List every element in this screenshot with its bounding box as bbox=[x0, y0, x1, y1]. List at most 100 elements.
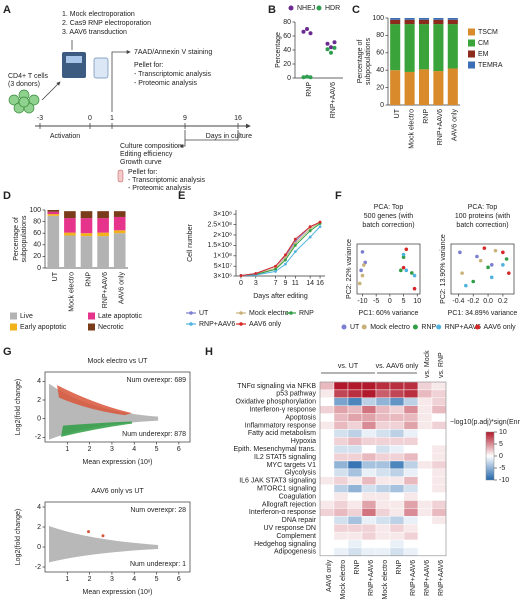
colorbar-tick-label: 0 bbox=[499, 453, 503, 460]
heat-cell bbox=[333, 429, 349, 438]
panel-label: B bbox=[268, 4, 276, 16]
heat-cell bbox=[347, 445, 363, 454]
heat-cell bbox=[417, 524, 433, 533]
heat-cell bbox=[403, 476, 419, 485]
chart-title: Mock electro vs UT bbox=[88, 358, 149, 365]
heat-cell bbox=[319, 445, 335, 454]
row-label: TNFα signaling via NFKB bbox=[237, 383, 316, 390]
x-tick-label: 16 bbox=[316, 280, 324, 287]
x-tick-label: RNP+AAV6 bbox=[102, 272, 109, 308]
legend-swatch bbox=[88, 323, 95, 331]
heat-cell bbox=[403, 524, 419, 533]
legend-label: TEMRA bbox=[478, 62, 503, 69]
legend-marker bbox=[475, 324, 480, 330]
data-point bbox=[489, 275, 494, 280]
heat-cell bbox=[403, 531, 419, 541]
heat-cell bbox=[319, 429, 335, 438]
bar-segment bbox=[447, 68, 458, 105]
x-tick-label: -0.4 bbox=[452, 298, 464, 305]
heat-cell bbox=[333, 405, 349, 414]
heat-cell bbox=[333, 397, 349, 406]
heat-cell bbox=[403, 539, 419, 549]
data-point bbox=[301, 75, 306, 80]
heat-cell bbox=[361, 437, 377, 446]
data-point bbox=[293, 243, 297, 247]
data-point bbox=[274, 264, 277, 268]
heat-cell bbox=[375, 516, 391, 525]
note-text: - Transcriptomic analysis bbox=[128, 177, 206, 184]
chart-title: batch correction) bbox=[362, 222, 414, 229]
bar-segment bbox=[97, 211, 109, 219]
data-point bbox=[359, 268, 363, 273]
data-point bbox=[478, 258, 483, 263]
note-text: - Proteomic analysis bbox=[128, 185, 192, 192]
plot-frame bbox=[44, 371, 191, 443]
plot-frame bbox=[44, 501, 191, 573]
data-point bbox=[399, 268, 403, 273]
data-point bbox=[507, 271, 511, 275]
heat-cell bbox=[347, 389, 363, 398]
y-tick-label: 4 bbox=[37, 504, 41, 511]
x-axis-title: Days after editing bbox=[253, 293, 308, 300]
row-label: Interferon-α response bbox=[249, 509, 316, 516]
row-label: IL2 STAT5 signaling bbox=[254, 454, 316, 461]
group-label: vs. AAV6 only bbox=[376, 363, 419, 370]
colorbar-tick-label: 10 bbox=[499, 429, 507, 436]
y-tick-label: 60 bbox=[376, 50, 384, 57]
data-point bbox=[239, 274, 243, 277]
column-label: Mock electro bbox=[340, 560, 347, 600]
heat-cell bbox=[403, 492, 419, 501]
legend-label: RNP+AAV6 bbox=[199, 321, 235, 328]
bar-segment bbox=[433, 24, 444, 72]
heat-cell bbox=[417, 476, 433, 485]
heat-cell bbox=[389, 381, 405, 391]
x-tick-label: 3 bbox=[254, 280, 258, 287]
heat-cell bbox=[347, 531, 363, 541]
bar-segment bbox=[47, 214, 60, 216]
heat-cell bbox=[361, 539, 377, 549]
y-tick-label: 60 bbox=[283, 33, 291, 40]
legend-marker bbox=[341, 324, 347, 330]
heat-cell bbox=[417, 492, 433, 501]
data-point bbox=[329, 50, 333, 55]
x-tick-label: 5 bbox=[155, 446, 159, 453]
heat-cell bbox=[333, 516, 349, 525]
x-tick-label: 0 bbox=[388, 298, 392, 305]
electroporator-screen bbox=[66, 56, 82, 63]
chart-title: AAV6 only vs UT bbox=[91, 488, 144, 495]
heat-cell bbox=[389, 508, 405, 517]
row-label: UV response DN bbox=[263, 525, 316, 532]
overexpressed-cloud bbox=[87, 530, 90, 534]
heat-cell bbox=[431, 421, 447, 430]
legend-label: NHEJ bbox=[297, 5, 315, 12]
bar-segment bbox=[390, 24, 401, 71]
heat-cell bbox=[347, 547, 363, 557]
y-tick-label: 2 bbox=[37, 397, 41, 404]
y-tick-label: 0 bbox=[287, 75, 291, 82]
heat-cell bbox=[347, 476, 363, 485]
electroporator-icon bbox=[62, 52, 86, 78]
x-tick-label: 1 bbox=[65, 446, 69, 453]
legend-label: UT bbox=[199, 310, 209, 317]
legend-marker bbox=[412, 324, 418, 330]
data-point bbox=[501, 250, 505, 255]
heat-cell bbox=[361, 405, 377, 414]
heat-cell bbox=[333, 445, 349, 454]
y-tick-label: 1×10⁸ bbox=[213, 253, 232, 260]
heat-cell bbox=[389, 476, 405, 485]
tube-icon bbox=[117, 169, 124, 183]
legend-swatch bbox=[88, 312, 95, 320]
data-point bbox=[325, 47, 330, 52]
x-tick-label: RNP bbox=[423, 109, 430, 124]
y-tick-label: 4 bbox=[37, 378, 41, 385]
legend-label: AAV6 only bbox=[249, 321, 282, 328]
row-label: MYC targets V1 bbox=[267, 462, 317, 469]
heat-cell bbox=[417, 445, 433, 454]
data-point bbox=[284, 253, 287, 257]
heat-cell bbox=[403, 445, 419, 454]
connector bbox=[179, 140, 186, 148]
heat-cell bbox=[333, 500, 349, 509]
heat-cell bbox=[333, 421, 349, 430]
heat-cell bbox=[361, 516, 377, 525]
y-tick-label: 80 bbox=[376, 32, 384, 39]
